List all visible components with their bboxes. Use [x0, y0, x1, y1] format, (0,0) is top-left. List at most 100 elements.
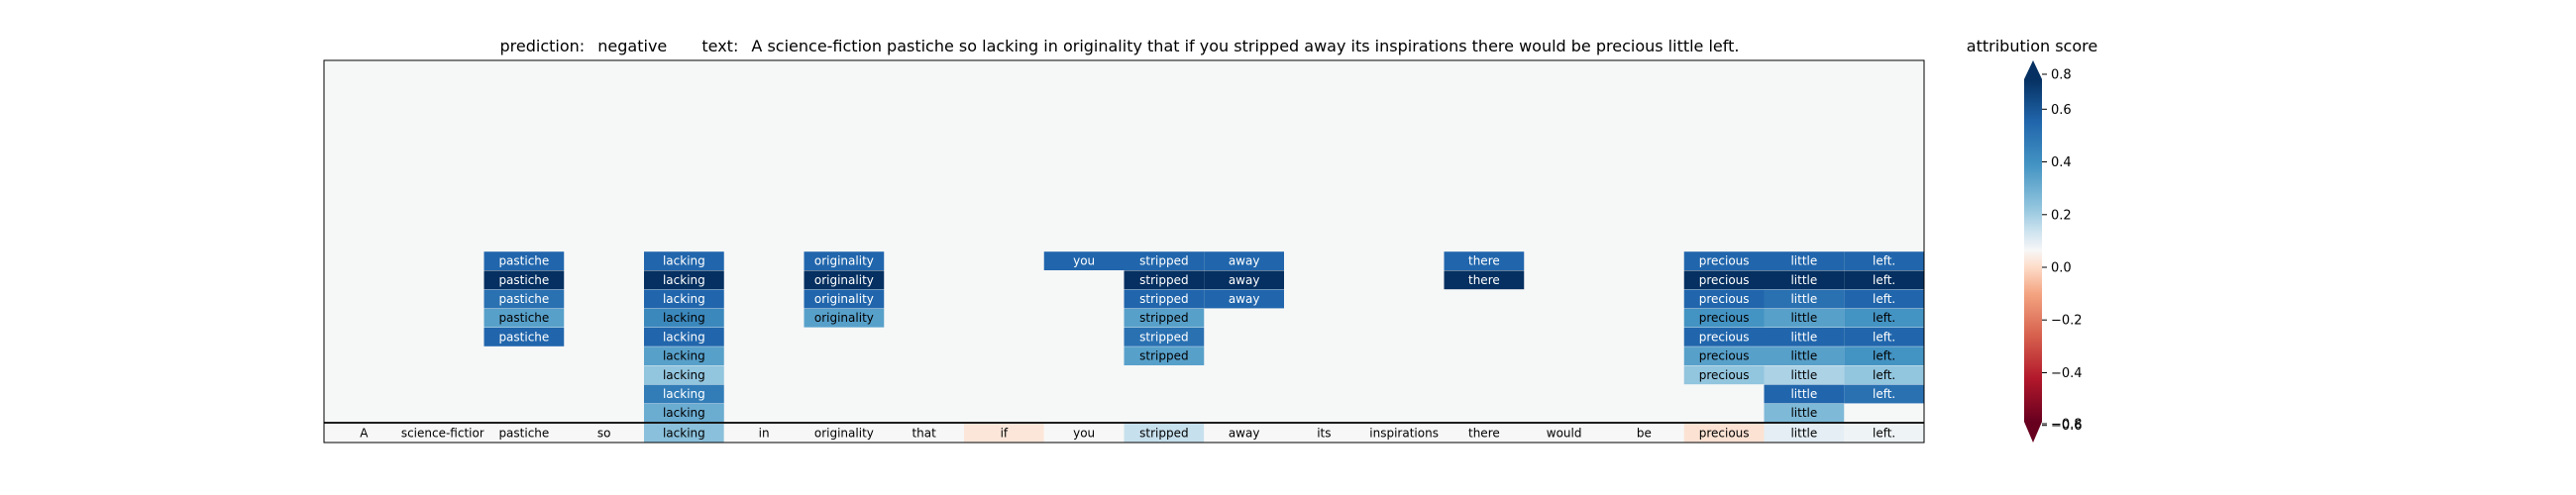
- base-token-label: would: [1547, 426, 1582, 440]
- attribution-cell-label: precious: [1699, 368, 1750, 382]
- attribution-cell-label: originality: [814, 292, 874, 306]
- attribution-cell: [1204, 289, 1284, 309]
- attribution-cell: [1764, 289, 1845, 309]
- base-token-label: that: [912, 426, 936, 440]
- attribution-cell: [644, 270, 724, 290]
- base-token-label: pastiche: [498, 426, 549, 440]
- attribution-cell: [1844, 289, 1924, 309]
- attribution-cell-label: lacking: [663, 254, 705, 268]
- attribution-cell-label: lacking: [663, 292, 705, 306]
- attribution-cell: [1844, 346, 1924, 365]
- attribution-cell-label: there: [1468, 254, 1500, 268]
- attribution-cell-label: little: [1790, 406, 1817, 420]
- attribution-cell-label: little: [1790, 330, 1817, 344]
- base-token-cell: [723, 424, 805, 443]
- attribution-cell: [644, 346, 724, 365]
- base-token-label: there: [1468, 426, 1500, 440]
- colorbar-tick-label: −0.6: [2051, 419, 2083, 434]
- attribution-cell-label: left.: [1873, 349, 1895, 363]
- attribution-cell: [1844, 365, 1924, 385]
- attribution-cell: [483, 270, 565, 290]
- attribution-cell-label: stripped: [1139, 349, 1188, 363]
- attribution-cell-label: left.: [1873, 368, 1895, 382]
- attribution-cell-label: pastiche: [498, 292, 549, 306]
- base-token-label: in: [759, 426, 770, 440]
- colorbar-tick-label: 0.4: [2051, 155, 2072, 170]
- attribution-cell-label: pastiche: [498, 254, 549, 268]
- attribution-cell: [1683, 308, 1765, 328]
- colorbar-ticks: 0.8 0.6 0.4 0.2 0.0 −0.2 −0.4 −0.6−0.8: [2042, 68, 2083, 434]
- attribution-cell: [644, 384, 724, 404]
- text-value: A science-fiction pastiche so lacking in…: [751, 37, 1739, 55]
- attribution-cell: [1844, 308, 1924, 328]
- base-token-cell: [1683, 424, 1765, 443]
- colorbar-tick-label: 0.0: [2051, 261, 2072, 276]
- base-token-cell: [1204, 424, 1284, 443]
- base-token-cell: [884, 424, 964, 443]
- attribution-cell: [1764, 346, 1845, 365]
- attribution-cell: [804, 270, 885, 290]
- attribution-cell: [1124, 251, 1205, 270]
- attribution-cell-label: stripped: [1139, 311, 1188, 325]
- attribution-cell-label: precious: [1699, 311, 1750, 325]
- base-token-cell: [483, 424, 565, 443]
- attribution-cell: [644, 308, 724, 328]
- attribution-cell: [1844, 270, 1924, 290]
- prediction-label: prediction:: [500, 37, 586, 55]
- base-token-label: you: [1073, 426, 1095, 440]
- attribution-cell: [644, 365, 724, 385]
- attribution-cell-label: little: [1790, 311, 1817, 325]
- attribution-cell-label: lacking: [663, 349, 705, 363]
- attribution-cell-label: stripped: [1139, 254, 1188, 268]
- attribution-cell: [1204, 270, 1284, 290]
- attribution-cell-label: originality: [814, 311, 874, 325]
- attribution-cell: [1124, 346, 1205, 365]
- attribution-cell: [1764, 251, 1845, 270]
- colorbar-gradient: [2024, 79, 2042, 422]
- base-token-label: be: [1637, 426, 1652, 440]
- attribution-cell: [1764, 365, 1845, 385]
- attribution-cell-label: stripped: [1139, 273, 1188, 287]
- attribution-cell: [644, 403, 724, 423]
- attribution-cell-label: originality: [814, 254, 874, 268]
- attribution-cell-label: away: [1229, 273, 1260, 287]
- attribution-cell-label: away: [1229, 254, 1260, 268]
- attribution-cell-label: precious: [1699, 330, 1750, 344]
- plot-background: [324, 60, 1924, 443]
- attribution-cell: [1844, 328, 1924, 346]
- attribution-cell: [1764, 328, 1845, 346]
- attribution-cell: [644, 289, 724, 309]
- attribution-cell-label: stripped: [1139, 292, 1188, 306]
- base-token-label: inspirations: [1369, 426, 1439, 440]
- attribution-cell: [1683, 346, 1765, 365]
- attribution-cell-label: little: [1790, 368, 1817, 382]
- attribution-cell: [804, 289, 885, 309]
- attribution-cell: [1764, 270, 1845, 290]
- attribution-cell: [1683, 270, 1765, 290]
- base-token-cell: [1043, 424, 1125, 443]
- attribution-cell-label: left.: [1873, 292, 1895, 306]
- attribution-cell-label: little: [1790, 349, 1817, 363]
- base-token-cell: [1284, 424, 1364, 443]
- attribution-cell-label: pastiche: [498, 273, 549, 287]
- colorbar-tick-label: 0.2: [2051, 208, 2072, 223]
- attribution-cell: [483, 251, 565, 270]
- base-token-cell: [644, 424, 724, 443]
- attribution-cell-label: precious: [1699, 273, 1750, 287]
- attribution-cell-label: lacking: [663, 368, 705, 382]
- base-token-label: if: [1001, 426, 1009, 440]
- attribution-cell-label: precious: [1699, 254, 1750, 268]
- attribution-cell: [483, 308, 565, 328]
- attribution-cell-label: there: [1468, 273, 1500, 287]
- attribution-cell-label: lacking: [663, 406, 705, 420]
- base-token-label: its: [1317, 426, 1331, 440]
- attribution-cell: [804, 308, 885, 328]
- colorbar-min-extension: [2024, 422, 2042, 443]
- attribution-cell: [644, 251, 724, 270]
- attribution-cell: [1043, 251, 1125, 270]
- base-token-cell: [964, 424, 1044, 443]
- attribution-cell-label: left.: [1873, 387, 1895, 401]
- attribution-cell: [1764, 308, 1845, 328]
